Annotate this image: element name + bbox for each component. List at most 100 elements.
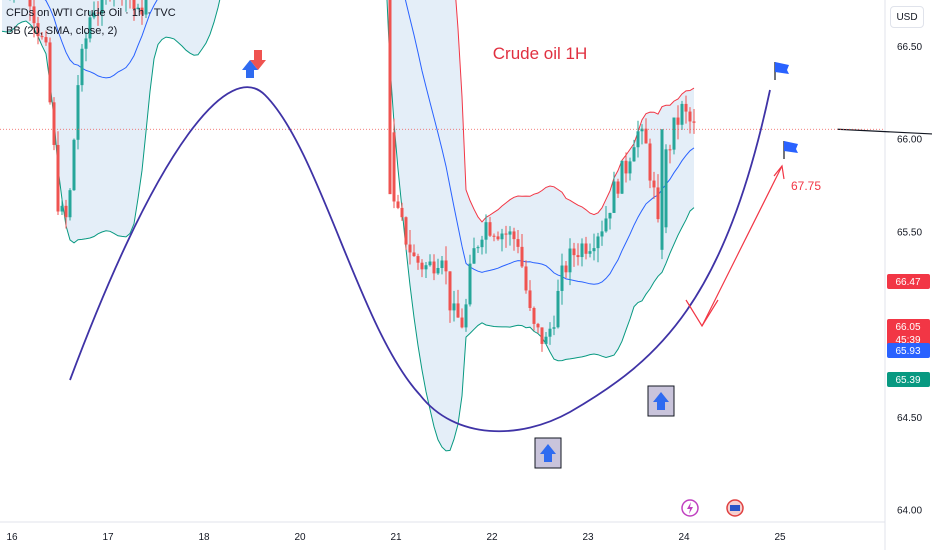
candle-body — [388, 0, 392, 195]
candle-body — [36, 23, 40, 37]
candle-body — [536, 323, 540, 328]
price-label-tag — [887, 274, 930, 289]
candle-body — [412, 252, 416, 257]
candle-body — [588, 251, 592, 254]
candle-body — [444, 260, 448, 272]
price-label-value: 66.05 — [895, 322, 920, 333]
candle-body — [504, 233, 508, 235]
projection-arrow-line — [701, 165, 783, 327]
candle-body — [540, 327, 544, 344]
candle-body — [44, 37, 48, 43]
candle-body — [644, 128, 648, 144]
candle-body — [440, 260, 444, 268]
candle-body — [576, 255, 580, 258]
candle-body — [428, 261, 432, 266]
candle-body — [136, 7, 140, 10]
support-line — [837, 128, 932, 135]
candle-body — [68, 190, 72, 218]
candle-body — [544, 336, 548, 344]
x-tick-label: 24 — [678, 532, 690, 543]
x-tick-label: 22 — [486, 532, 498, 543]
candle-body — [400, 207, 404, 218]
candle-body — [568, 248, 572, 273]
candle-body — [472, 248, 476, 264]
candle-body — [456, 303, 460, 318]
candle-body — [396, 201, 400, 208]
buy-arrow-icon-low — [540, 444, 556, 462]
symbol-title: CFDs on WTI Crude Oil · 1h · TVC — [6, 7, 176, 19]
candle-body — [500, 233, 504, 240]
lightning-icon — [687, 502, 693, 514]
price-label-tag — [887, 343, 930, 358]
candle-body — [48, 42, 52, 103]
candle-body — [600, 231, 604, 237]
chart-annotation-title: Crude oil 1H — [493, 44, 588, 63]
projection-arrow-head — [773, 164, 785, 180]
x-tick-label: 18 — [198, 532, 210, 543]
candle-body — [616, 181, 620, 194]
candle-body — [96, 12, 100, 14]
candle-body — [660, 129, 664, 250]
candle-body — [688, 111, 692, 122]
candle-body — [88, 17, 92, 39]
currency-button[interactable]: USD — [890, 6, 924, 28]
candle-body — [32, 6, 36, 24]
candle-body — [52, 102, 56, 145]
candle-body — [436, 267, 440, 274]
candle-body — [60, 205, 64, 212]
candle-body — [488, 222, 492, 236]
candle-body — [492, 235, 496, 237]
candle-body — [84, 38, 88, 49]
countdown-label: 45:39 — [895, 335, 920, 346]
candle-body — [608, 212, 612, 219]
candle-body — [664, 149, 668, 228]
candle-body — [648, 143, 652, 181]
candle-body — [56, 144, 60, 212]
candle-body — [464, 304, 468, 328]
candle-body — [532, 307, 536, 324]
candle-body — [564, 265, 568, 273]
x-tick-label: 16 — [6, 532, 18, 543]
candle-body — [580, 243, 584, 258]
candle-body — [656, 187, 660, 220]
candle-body — [604, 218, 608, 232]
x-tick-label: 25 — [774, 532, 786, 543]
candle-body — [592, 248, 596, 252]
candle-body — [676, 117, 680, 125]
candle-body — [508, 231, 512, 235]
candle-body — [556, 290, 560, 328]
candle-body — [640, 128, 644, 132]
candle-body — [432, 261, 436, 274]
candle-body — [612, 181, 616, 213]
y-tick-label: 64.50 — [897, 413, 922, 424]
price-label-tag — [887, 319, 930, 347]
candle-body — [560, 265, 564, 291]
candle-body — [684, 103, 688, 112]
bollinger-basis-line — [44, 0, 695, 285]
candle-body — [420, 262, 424, 270]
candle-body — [424, 265, 428, 270]
price-label-value: 66.47 — [895, 277, 920, 288]
candle-body — [92, 12, 96, 18]
bollinger-upper-band — [455, 0, 695, 223]
candle-body — [548, 328, 552, 337]
candle-body — [636, 131, 640, 148]
price-label-value: 65.93 — [895, 346, 920, 357]
candle-body — [100, 0, 104, 14]
candle-body — [672, 117, 676, 150]
x-tick-label: 21 — [390, 532, 402, 543]
y-tick-label: 65.50 — [897, 227, 922, 238]
price-label-value: 65.39 — [895, 375, 920, 386]
candle-body — [632, 147, 636, 162]
candle-body — [484, 222, 488, 240]
candle-body — [620, 160, 624, 194]
candle-body — [460, 317, 464, 328]
candle-body — [624, 160, 628, 174]
candle-body — [584, 243, 588, 254]
y-tick-label: 66.50 — [897, 42, 922, 53]
candle-body — [40, 36, 44, 38]
candle-body — [140, 7, 144, 15]
candle-body — [404, 217, 408, 245]
candle-body — [628, 161, 632, 174]
